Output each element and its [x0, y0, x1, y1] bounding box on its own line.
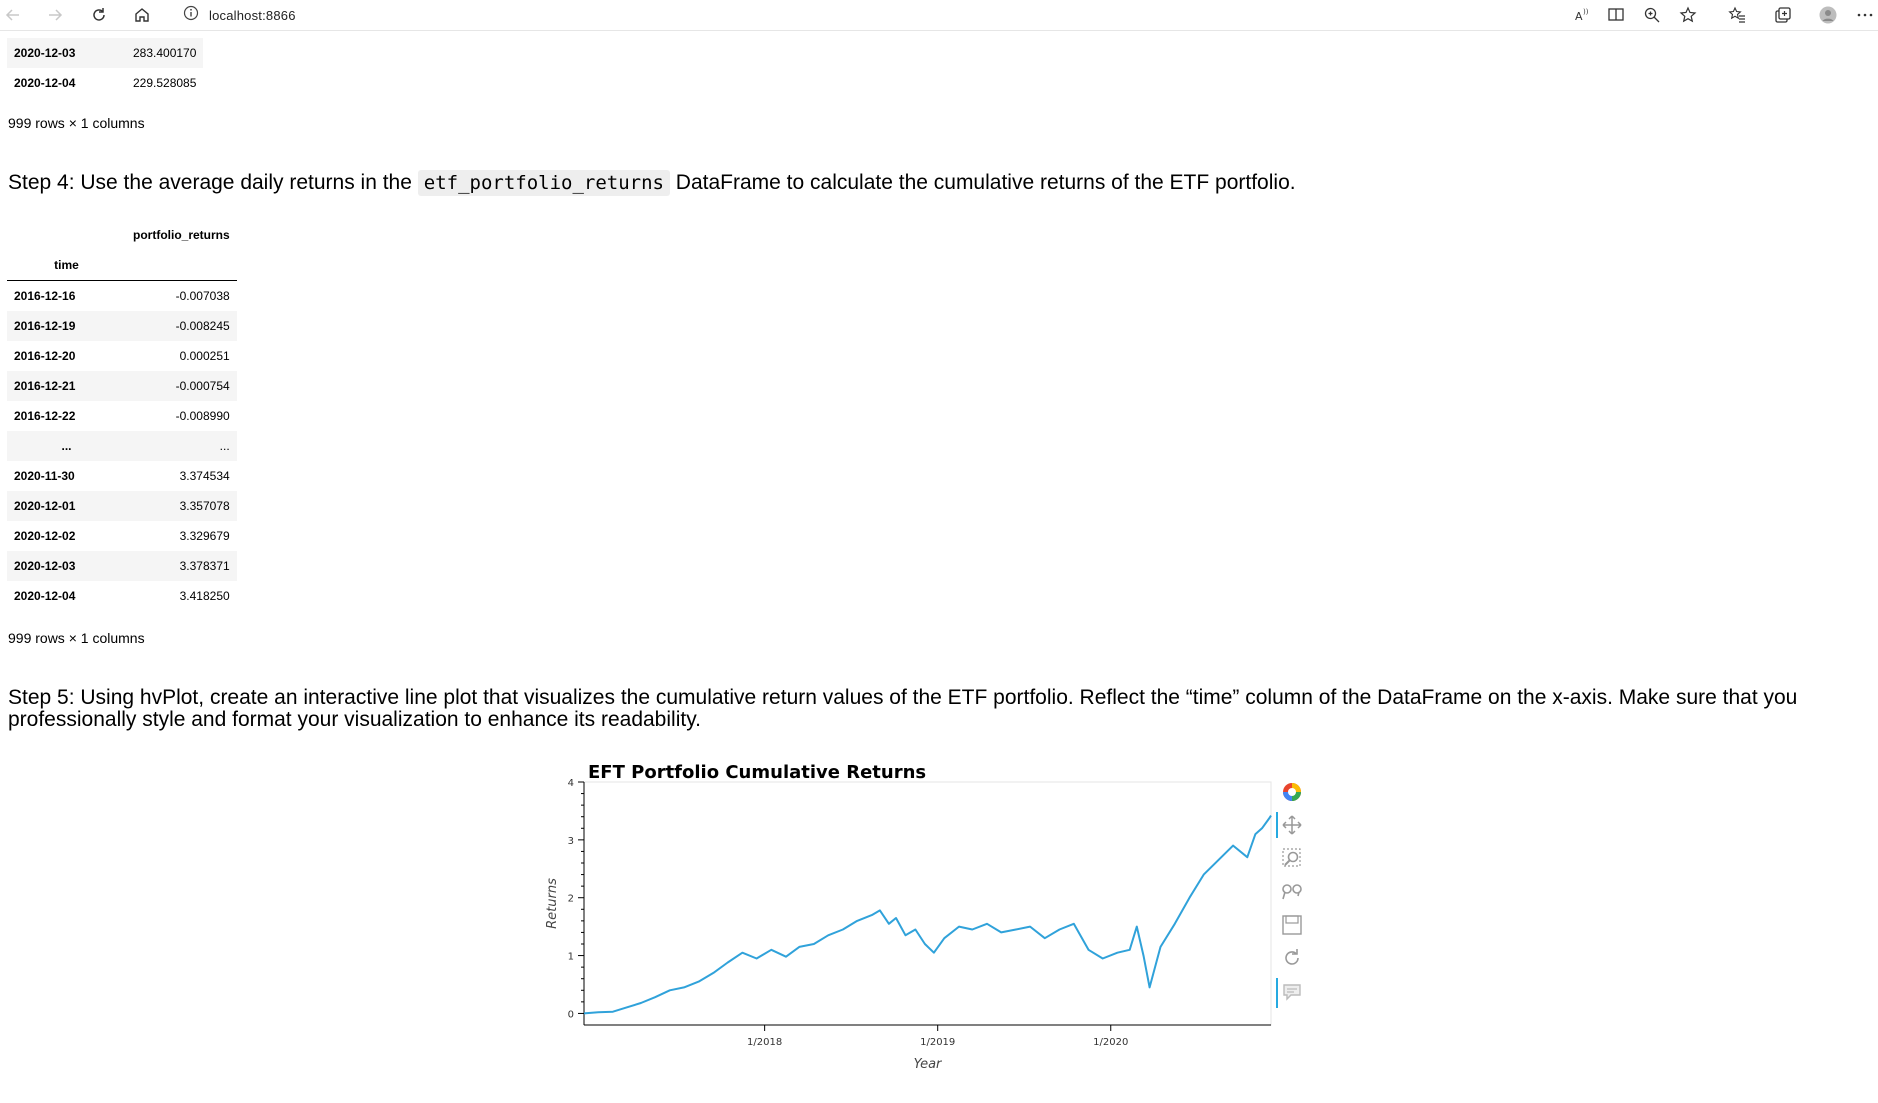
table-row: 2020-11-30 3.374534	[7, 461, 237, 491]
step5-heading: Step 5: Using hvPlot, create an interact…	[8, 686, 1798, 731]
table-row: 2016-12-16 -0.007038	[7, 281, 237, 312]
x-tick-label: 1/2020	[1093, 1037, 1128, 1048]
table-row: 2016-12-21 -0.000754	[7, 371, 237, 401]
y-tick-label: 1	[568, 952, 574, 963]
y-tick-label: 4	[568, 778, 574, 789]
index-name-row: time	[7, 250, 237, 281]
bokeh-logo-icon[interactable]	[1280, 780, 1304, 804]
info-icon[interactable]	[183, 5, 199, 26]
table-row: 2020-12-04 229.528085	[7, 68, 203, 98]
forward-icon[interactable]	[42, 3, 68, 27]
x-axis-label: Year	[914, 1057, 943, 1072]
active-tool-marker	[1276, 812, 1278, 838]
more-icon[interactable]	[1852, 3, 1878, 27]
x-tick-label: 1/2018	[747, 1037, 782, 1048]
row-value: 3.357078	[179, 499, 230, 513]
table-row: ......	[7, 431, 237, 461]
row-index: 2020-12-03	[14, 559, 76, 573]
back-icon[interactable]	[0, 3, 26, 27]
pan-icon[interactable]	[1280, 813, 1304, 837]
row-value: ...	[219, 439, 230, 453]
y-tick-label: 2	[568, 894, 574, 905]
row-index: 2020-12-01	[14, 499, 76, 513]
hover-icon[interactable]	[1280, 980, 1304, 1004]
address-bar[interactable]: localhost:8866	[183, 3, 296, 27]
step4-text-before: Step 4: Use the average daily returns in…	[8, 171, 418, 194]
table-row: 2016-12-20 0.000251	[7, 341, 237, 371]
row-index: 2016-12-22	[14, 409, 76, 423]
prices-table-tail: 2020-12-03 283.400170 2020-12-04 229.528…	[7, 38, 204, 98]
chart-title: EFT Portfolio Cumulative Returns	[588, 762, 927, 783]
row-value: 229.528085	[133, 76, 197, 90]
wheel-zoom-icon[interactable]	[1280, 879, 1304, 903]
favorite-icon[interactable]	[1675, 3, 1701, 27]
home-icon[interactable]	[129, 3, 155, 27]
row-index: 2016-12-19	[14, 319, 76, 333]
box-zoom-icon[interactable]	[1280, 846, 1304, 870]
step4-code: etf_portfolio_returns	[417, 170, 670, 196]
row-index: ...	[61, 439, 72, 453]
table-row: 2016-12-19 -0.008245	[7, 311, 237, 341]
row-index: 2016-12-20	[14, 349, 76, 363]
browser-toolbar: localhost:8866 A))	[0, 0, 1878, 31]
row-value: 3.418250	[179, 589, 230, 603]
save-icon[interactable]	[1280, 913, 1304, 937]
table-shape-text: 999 rows × 1 columns	[8, 630, 145, 646]
y-tick-label: 0	[568, 1009, 574, 1020]
row-value: -0.007038	[175, 289, 230, 303]
active-tool-marker	[1276, 978, 1278, 1008]
index-name: time	[7, 250, 126, 281]
portfolio-returns-table: portfolio_returns time 2016-12-16 -0.0070…	[7, 220, 237, 611]
table-shape-text: 999 rows × 1 columns	[8, 115, 145, 131]
plot-frame	[583, 781, 1272, 1026]
row-index: 2020-12-04	[14, 76, 76, 90]
row-value: -0.000754	[175, 379, 230, 393]
row-value: 0.000251	[179, 349, 230, 363]
y-axis-label: Returns	[545, 878, 560, 929]
table-row: 2020-12-03 3.378371	[7, 551, 237, 581]
table-row: 2020-12-04 3.418250	[7, 581, 237, 611]
zoom-icon[interactable]	[1639, 3, 1665, 27]
table-row: 2020-12-02 3.329679	[7, 521, 237, 551]
read-aloud-icon[interactable]: A))	[1569, 3, 1595, 27]
svg-text:)): ))	[1583, 8, 1589, 16]
url-text: localhost:8866	[209, 7, 296, 23]
row-index: 2020-12-02	[14, 529, 76, 543]
row-index: 2016-12-16	[14, 289, 76, 303]
table-row: 2020-12-03 283.400170	[7, 38, 204, 68]
row-index: 2016-12-21	[14, 379, 76, 393]
series-line	[583, 815, 1272, 1015]
row-value: 3.374534	[179, 469, 230, 483]
row-index: 2020-11-30	[14, 469, 75, 483]
step4-heading: Step 4: Use the average daily returns in…	[8, 170, 1848, 196]
svg-text:A: A	[1575, 10, 1583, 23]
step4-text-after: DataFrame to calculate the cumulative re…	[669, 171, 1296, 194]
row-value: -0.008245	[175, 319, 230, 333]
y-tick-label: 3	[568, 836, 574, 847]
row-value: 3.329679	[179, 529, 230, 543]
x-tick-label: 1/2019	[920, 1037, 955, 1048]
column-header: portfolio_returns	[133, 228, 230, 242]
row-value: 283.400170	[133, 46, 197, 60]
table-row: 2016-12-22 -0.008990	[7, 401, 237, 431]
reload-icon[interactable]	[86, 3, 112, 27]
profile-icon[interactable]	[1815, 3, 1841, 27]
collections-icon[interactable]	[1770, 3, 1796, 27]
row-value: 3.378371	[179, 559, 230, 573]
reset-icon[interactable]	[1280, 946, 1304, 970]
row-index: 2020-12-04	[14, 589, 76, 603]
table-row: 2020-12-01 3.357078	[7, 491, 237, 521]
immersive-reader-icon[interactable]	[1603, 3, 1629, 27]
favorites-icon[interactable]	[1724, 3, 1750, 27]
row-value: -0.008990	[175, 409, 230, 423]
row-index: 2020-12-03	[14, 46, 76, 60]
column-header-row: portfolio_returns	[7, 220, 237, 250]
